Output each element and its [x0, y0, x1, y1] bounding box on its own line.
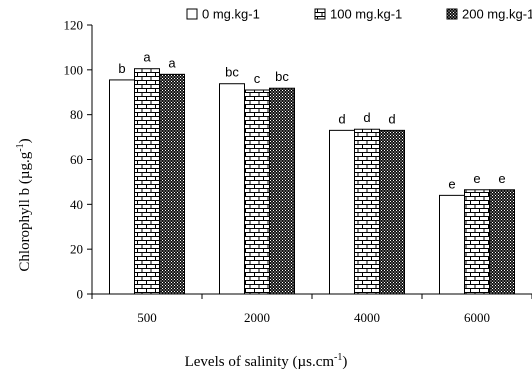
- significance-letter: bc: [225, 65, 239, 80]
- significance-letter: e: [498, 171, 505, 186]
- legend-swatch: [446, 8, 458, 20]
- legend-swatch: [186, 8, 198, 20]
- x-axis-title: Levels of salinity (µs.cm-1): [185, 352, 348, 370]
- bars: b a a bc c bc d d d e e e: [109, 50, 515, 295]
- significance-letter: a: [143, 50, 151, 65]
- y-tick-label: 20: [70, 242, 83, 257]
- y-tick-label: 100: [64, 62, 84, 77]
- significance-letter: e: [473, 171, 480, 186]
- legend-label: 100 mg.kg-1: [330, 7, 402, 22]
- y-tick-label: 40: [70, 197, 83, 212]
- significance-letter: a: [168, 55, 176, 70]
- significance-letter: b: [118, 61, 125, 76]
- bar: [464, 189, 490, 295]
- significance-letter: d: [338, 111, 345, 126]
- significance-letter: d: [363, 110, 370, 125]
- legend-swatch: [314, 8, 326, 20]
- bar: [134, 68, 160, 295]
- y-tick-label: 60: [70, 152, 83, 167]
- significance-letter: d: [388, 111, 395, 126]
- y-axis: 0 20 40 60 80 100 120: [64, 18, 93, 302]
- x-tick-label: 2000: [244, 310, 270, 325]
- legend: 0 mg.kg-1 100 mg.kg-1 200 mg.kg-1: [186, 7, 532, 22]
- x-tick-label: 4000: [354, 310, 380, 325]
- bar: [329, 129, 355, 295]
- legend-label: 0 mg.kg-1: [202, 7, 260, 22]
- bar: [354, 128, 380, 295]
- bar: [159, 73, 185, 295]
- bar: [219, 83, 245, 295]
- bar: [109, 79, 135, 295]
- significance-letter: bc: [275, 69, 289, 84]
- legend-label: 200 mg.kg-1: [462, 7, 532, 22]
- bar: [439, 194, 465, 295]
- bar: [489, 189, 515, 295]
- y-axis-title: Chlorophyll b (µg.g-1): [15, 138, 33, 271]
- x-axis: 500 2000 4000 6000: [91, 293, 532, 325]
- y-tick-label: 80: [70, 107, 83, 122]
- bar: [244, 89, 270, 295]
- y-tick-label: 120: [64, 18, 84, 33]
- x-tick-label: 6000: [464, 310, 490, 325]
- bar: [269, 87, 295, 295]
- y-tick-label: 0: [77, 287, 84, 302]
- x-tick-label: 500: [137, 310, 157, 325]
- significance-letter: e: [448, 176, 455, 191]
- bar: [379, 129, 405, 295]
- significance-letter: c: [254, 71, 261, 86]
